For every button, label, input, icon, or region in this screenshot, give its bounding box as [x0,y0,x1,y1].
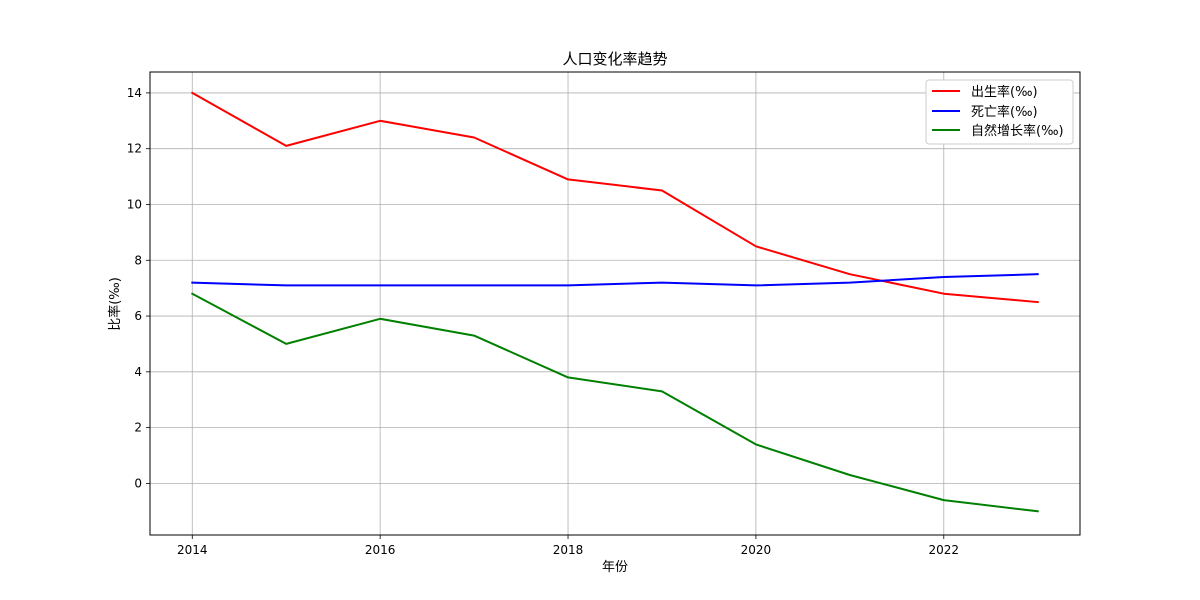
series-line-death-rate [191,273,1039,287]
x-axis-title: 年份 [602,560,628,575]
legend-label-death-rate: 死亡率(‰) [971,104,1038,120]
y-tick-label: 14 [127,86,142,100]
y-axis: 0 2 4 6 8 10 12 14 [127,86,150,490]
x-axis: 2014 2016 2018 2020 2022 [177,535,959,557]
plot-frame [149,71,1081,536]
legend-box [925,79,1074,145]
legend-label-birth-rate: 出生率(‰) [971,84,1038,100]
y-tick-label: 10 [127,197,142,211]
series-line-natural-growth-rate [190,292,1039,513]
y-tick-label: 6 [134,309,142,323]
series-lines [190,91,1039,513]
x-tick-label: 2014 [177,543,208,557]
y-tick-label: 0 [134,476,142,490]
x-tick-label: 2022 [929,543,960,557]
legend-label-natural-growth-rate: 自然增长率(‰) [971,123,1064,139]
series-line-birth-rate [190,91,1039,304]
x-tick-label: 2018 [553,543,584,557]
x-tick-label: 2016 [365,543,396,557]
y-tick-label: 12 [127,142,142,156]
legend: 出生率(‰) 死亡率(‰) 自然增长率(‰) [925,79,1074,145]
y-tick-label: 4 [134,365,142,379]
y-tick-label: 2 [134,421,142,435]
y-axis-title: 比率(‰) [107,277,123,331]
grid [150,72,1080,535]
x-tick-label: 2020 [741,543,772,557]
y-tick-label: 8 [134,253,142,267]
chart-title: 人口变化率趋势 [562,50,667,68]
